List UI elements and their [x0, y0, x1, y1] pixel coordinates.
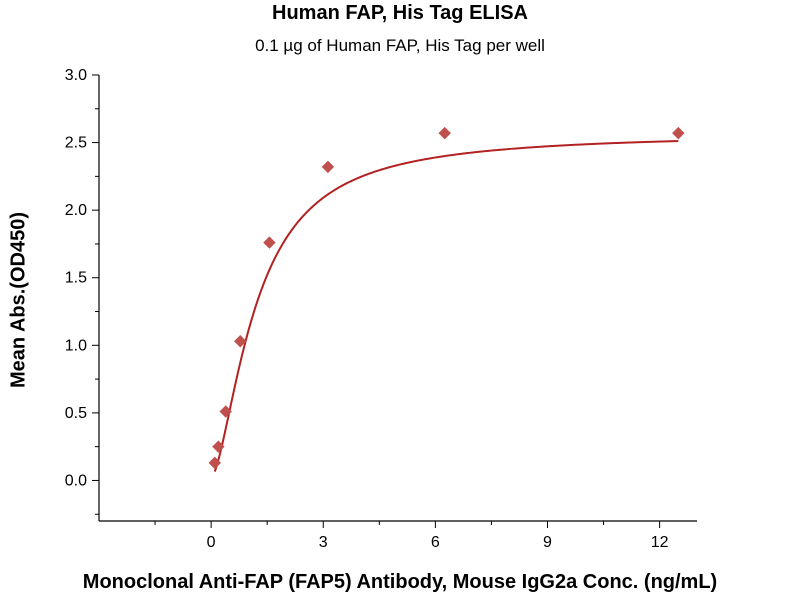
x-axis-label: Monoclonal Anti-FAP (FAP5) Antibody, Mou…: [82, 571, 718, 593]
y-tick-label: 2.5: [65, 135, 87, 152]
data-point: [672, 126, 685, 140]
chart-subtitle: 0.1 µg of Human FAP, His Tag per well: [255, 36, 545, 55]
data-point: [208, 456, 221, 470]
y-tick-label: 2.0: [65, 202, 87, 219]
x-tick-label: 0: [207, 534, 216, 551]
fit-curve: [213, 140, 679, 472]
x-tick-label: 6: [431, 534, 440, 551]
data-point: [263, 236, 276, 249]
x-tick-label: 3: [319, 534, 328, 551]
y-tick-label: 3.0: [65, 67, 87, 84]
data-point: [321, 160, 335, 174]
y-tick-label: 1.0: [65, 337, 87, 354]
chart-title: Human FAP, His Tag ELISA: [272, 2, 528, 24]
x-tick-label: 12: [651, 534, 669, 551]
data-point: [234, 335, 247, 348]
y-tick-label: 0.0: [65, 472, 87, 489]
data-point: [219, 405, 232, 418]
data-point: [212, 440, 225, 453]
y-tick-label: 0.5: [65, 405, 87, 422]
x-tick-label: 9: [543, 534, 552, 551]
y-tick-label: 1.5: [65, 270, 87, 287]
data-point: [438, 126, 451, 140]
